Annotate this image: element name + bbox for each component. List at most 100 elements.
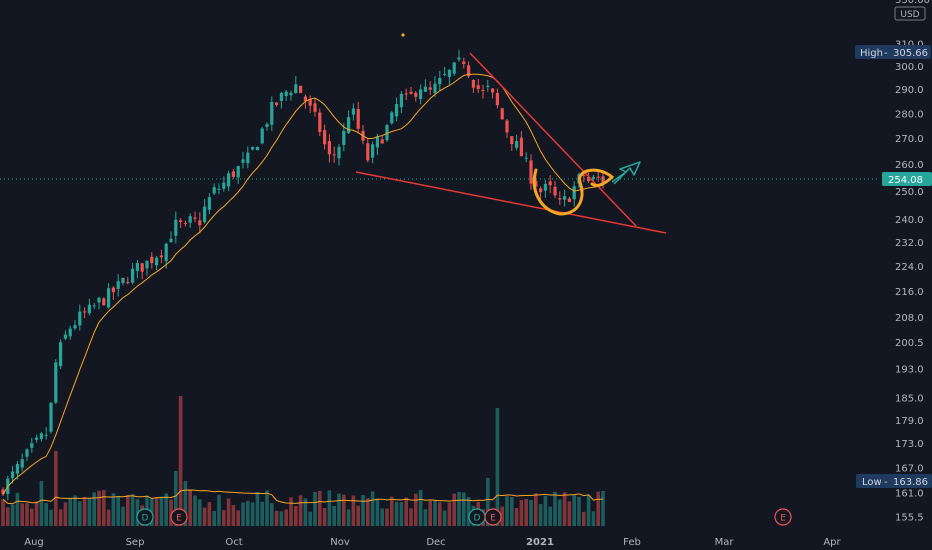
candle-body bbox=[30, 443, 34, 448]
volume-bar bbox=[462, 492, 466, 526]
volume-bar bbox=[169, 499, 173, 526]
dividend-event-marker[interactable]: D bbox=[468, 508, 486, 526]
event-label: D bbox=[142, 514, 149, 524]
volume-bar bbox=[212, 511, 216, 526]
candle-body bbox=[438, 78, 442, 85]
candle-body bbox=[505, 120, 509, 133]
dividend-event-marker[interactable]: D bbox=[136, 508, 154, 526]
volume-bar bbox=[298, 495, 303, 526]
candle-body bbox=[275, 102, 279, 105]
candle-body bbox=[457, 57, 461, 60]
volume-bar bbox=[78, 501, 82, 526]
candle-body bbox=[471, 80, 475, 88]
candle-body bbox=[337, 146, 341, 159]
earnings-event-marker[interactable]: E bbox=[484, 508, 502, 526]
volume-bar bbox=[270, 503, 274, 526]
lower-trendline[interactable] bbox=[355, 171, 667, 234]
candle-body bbox=[347, 117, 351, 134]
price-tick-label: 173.0 bbox=[895, 439, 924, 450]
volume-bar bbox=[582, 511, 586, 526]
breakout-arrow[interactable] bbox=[611, 161, 641, 185]
volume-bar bbox=[241, 502, 245, 526]
upper-trendline[interactable] bbox=[469, 52, 637, 227]
volume-bar bbox=[106, 509, 111, 526]
candle-body bbox=[395, 104, 399, 117]
volume-bar bbox=[6, 507, 10, 526]
candle-body bbox=[380, 139, 384, 144]
volume-bar bbox=[433, 500, 437, 526]
volume-bar bbox=[313, 492, 317, 526]
volume-bar bbox=[92, 492, 96, 526]
high-value: 305.66 bbox=[893, 48, 928, 59]
candle-body bbox=[231, 171, 235, 177]
volume-bar bbox=[409, 508, 413, 526]
candle-body bbox=[68, 328, 72, 337]
currency-box[interactable]: USD bbox=[894, 6, 926, 21]
candle-body bbox=[188, 216, 192, 223]
last-price-value: 254.08 bbox=[888, 175, 923, 186]
price-tick-label: 250.0 bbox=[895, 187, 924, 198]
drawings[interactable] bbox=[355, 33, 667, 234]
candle-body bbox=[351, 108, 355, 115]
candle-body bbox=[116, 281, 120, 289]
volume-bar bbox=[351, 495, 356, 526]
candle-body bbox=[270, 101, 274, 125]
candle-body bbox=[54, 362, 58, 403]
volume-bar bbox=[236, 510, 240, 526]
candle-body bbox=[299, 85, 303, 94]
volume-bar bbox=[284, 509, 288, 526]
volume-bar bbox=[562, 492, 567, 526]
candle-body bbox=[159, 255, 163, 258]
time-axis[interactable]: Aug Sep Oct Nov Dec 2021 Feb Mar Apr bbox=[24, 537, 841, 548]
price-tick-label: 300.0 bbox=[895, 62, 924, 73]
candlesticks bbox=[1, 49, 605, 501]
candle-body bbox=[596, 176, 600, 178]
volume-bar bbox=[457, 491, 461, 526]
candle-body bbox=[519, 137, 523, 157]
candle-body bbox=[558, 198, 562, 200]
candle-body bbox=[433, 83, 437, 93]
candle-body bbox=[543, 183, 547, 191]
volume-bar bbox=[505, 496, 509, 526]
candle-body bbox=[78, 311, 82, 326]
volume-bar bbox=[375, 498, 380, 526]
candle-body bbox=[332, 154, 336, 156]
volume-bar bbox=[423, 509, 428, 526]
volume-bar bbox=[447, 502, 452, 526]
price-axis[interactable]: 330.00310.0300.0290.0280.0270.0260.0250.… bbox=[895, 0, 930, 523]
earnings-event-marker[interactable]: E bbox=[774, 508, 792, 526]
candle-body bbox=[390, 112, 394, 124]
price-tick-label: 208.0 bbox=[895, 313, 924, 324]
low-value: 163.86 bbox=[893, 477, 928, 488]
low-marker: Low - 163.86 bbox=[856, 474, 932, 488]
volume-bar bbox=[73, 495, 77, 526]
volume-bar bbox=[126, 494, 130, 526]
candle-body bbox=[385, 125, 389, 141]
volume-bar bbox=[164, 493, 168, 526]
volume-bar bbox=[385, 508, 389, 526]
earnings-event-marker[interactable]: E bbox=[170, 508, 188, 526]
candle-body bbox=[476, 85, 480, 89]
candle-body bbox=[217, 188, 221, 190]
candle-body bbox=[155, 257, 159, 266]
candle-body bbox=[515, 141, 519, 148]
volume-bar bbox=[418, 490, 423, 526]
cup-handle-drawing[interactable] bbox=[532, 168, 615, 216]
candle-body bbox=[126, 281, 130, 283]
candle-body bbox=[563, 196, 567, 200]
volume-bar bbox=[543, 495, 548, 526]
candle-body bbox=[1, 489, 5, 495]
price-tick-label: 161.0 bbox=[895, 489, 924, 500]
candle-body bbox=[399, 93, 403, 108]
candle-body bbox=[265, 124, 269, 127]
candle-body bbox=[198, 220, 202, 226]
candle-body bbox=[419, 89, 423, 100]
price-tick-label: 155.5 bbox=[895, 512, 924, 523]
event-label: E bbox=[176, 514, 182, 524]
candle-body bbox=[222, 182, 226, 189]
candle-body bbox=[212, 187, 216, 194]
candle-body bbox=[102, 298, 106, 306]
